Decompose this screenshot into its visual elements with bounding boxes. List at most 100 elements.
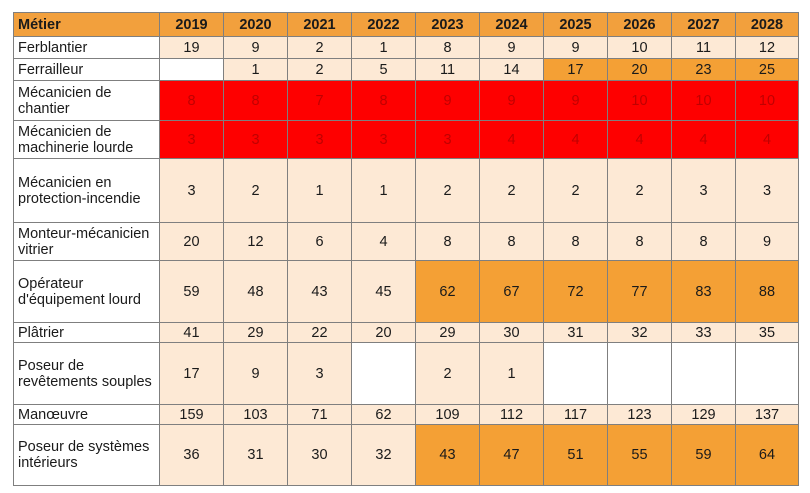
value-cell: 7 [287,80,352,121]
value-cell: 1 [351,158,416,223]
value-cell: 103 [223,404,288,425]
header-year: 2020 [223,12,288,37]
value-cell: 3 [159,120,224,159]
value-cell: 31 [223,424,288,486]
value-cell: 3 [287,120,352,159]
value-cell: 31 [543,322,608,343]
value-cell: 8 [671,222,736,261]
table-body: Ferblantier 19 9 2 1 8 9 9 10 11 12 Ferrailleur 1 2 5 1… [13,36,799,486]
value-cell: 159 [159,404,224,425]
value-cell: 41 [159,322,224,343]
value-cell: 4 [351,222,416,261]
job-cell: Mécanicien de machinerie lourde [13,120,160,159]
value-cell: 62 [415,260,480,323]
value-cell: 20 [351,322,416,343]
table-row: Mécanicien en protection-incendie 3 2 1 1 2 2 2… [13,158,799,223]
value-cell: 3 [351,120,416,159]
value-cell [351,342,416,405]
value-cell [607,342,672,405]
header-year: 2025 [543,12,608,37]
value-cell: 8 [159,80,224,121]
value-cell: 12 [735,36,799,59]
value-cell: 71 [287,404,352,425]
value-cell: 2 [287,36,352,59]
value-cell: 4 [735,120,799,159]
table-row: Plâtrier 41 29 22 20 29 30 31 32 33 35 [13,322,799,343]
value-cell: 11 [415,58,480,81]
value-cell: 1 [287,158,352,223]
table-row: Ferblantier 19 9 2 1 8 9 9 10 11 12 [13,36,799,59]
value-cell: 30 [287,424,352,486]
value-cell: 10 [607,36,672,59]
value-cell: 11 [671,36,736,59]
value-cell: 29 [415,322,480,343]
header-year: 2028 [735,12,799,37]
value-cell: 43 [415,424,480,486]
value-cell: 112 [479,404,544,425]
value-cell: 9 [543,80,608,121]
value-cell: 72 [543,260,608,323]
value-cell: 109 [415,404,480,425]
value-cell: 20 [607,58,672,81]
value-cell: 36 [159,424,224,486]
value-cell: 8 [351,80,416,121]
value-cell: 23 [671,58,736,81]
value-cell: 12 [223,222,288,261]
value-cell: 30 [479,322,544,343]
value-cell: 45 [351,260,416,323]
value-cell: 9 [223,342,288,405]
value-cell: 20 [159,222,224,261]
value-cell: 2 [287,58,352,81]
job-cell: Monteur-mécanicien vitrier [13,222,160,261]
value-cell: 17 [159,342,224,405]
value-cell: 6 [287,222,352,261]
value-cell [159,58,224,81]
value-cell: 8 [223,80,288,121]
value-cell: 8 [479,222,544,261]
value-cell: 129 [671,404,736,425]
table-row: Poseur de revêtements souples 17 9 3 2 1 [13,342,799,405]
value-cell: 2 [543,158,608,223]
value-cell: 48 [223,260,288,323]
job-cell: Poseur de revêtements souples [13,342,160,405]
value-cell: 59 [671,424,736,486]
value-cell: 9 [223,36,288,59]
value-cell: 9 [543,36,608,59]
value-cell: 1 [479,342,544,405]
value-cell: 5 [351,58,416,81]
value-cell: 4 [607,120,672,159]
header-year: 2021 [287,12,352,37]
table-row: Poseur de systèmes intérieurs 36 31 30 32 43 4… [13,424,799,486]
header-year: 2026 [607,12,672,37]
job-cell: Mécanicien de chantier [13,80,160,121]
table-row: Ferrailleur 1 2 5 11 14 17 20 23 25 [13,58,799,81]
table-row: Monteur-mécanicien vitrier 20 12 6 4 8 8 8 8 8 9 [13,222,799,261]
value-cell: 2 [607,158,672,223]
value-cell: 10 [735,80,799,121]
value-cell: 1 [223,58,288,81]
value-cell: 3 [415,120,480,159]
header-year: 2019 [159,12,224,37]
value-cell: 1 [351,36,416,59]
value-cell: 29 [223,322,288,343]
header-job: Métier [13,12,160,37]
value-cell: 9 [735,222,799,261]
job-cell: Poseur de systèmes intérieurs [13,424,160,486]
job-cell: Plâtrier [13,322,160,343]
value-cell: 55 [607,424,672,486]
header-row: Métier 2019 2020 2021 2022 2023 2024 202… [13,12,799,37]
value-cell: 32 [351,424,416,486]
value-cell: 2 [415,342,480,405]
value-cell: 33 [671,322,736,343]
value-cell: 8 [415,36,480,59]
value-cell: 137 [735,404,799,425]
value-cell: 8 [415,222,480,261]
value-cell: 22 [287,322,352,343]
value-cell: 8 [607,222,672,261]
value-cell: 43 [287,260,352,323]
value-cell: 9 [415,80,480,121]
value-cell: 19 [159,36,224,59]
value-cell: 3 [735,158,799,223]
value-cell: 8 [543,222,608,261]
value-cell: 35 [735,322,799,343]
